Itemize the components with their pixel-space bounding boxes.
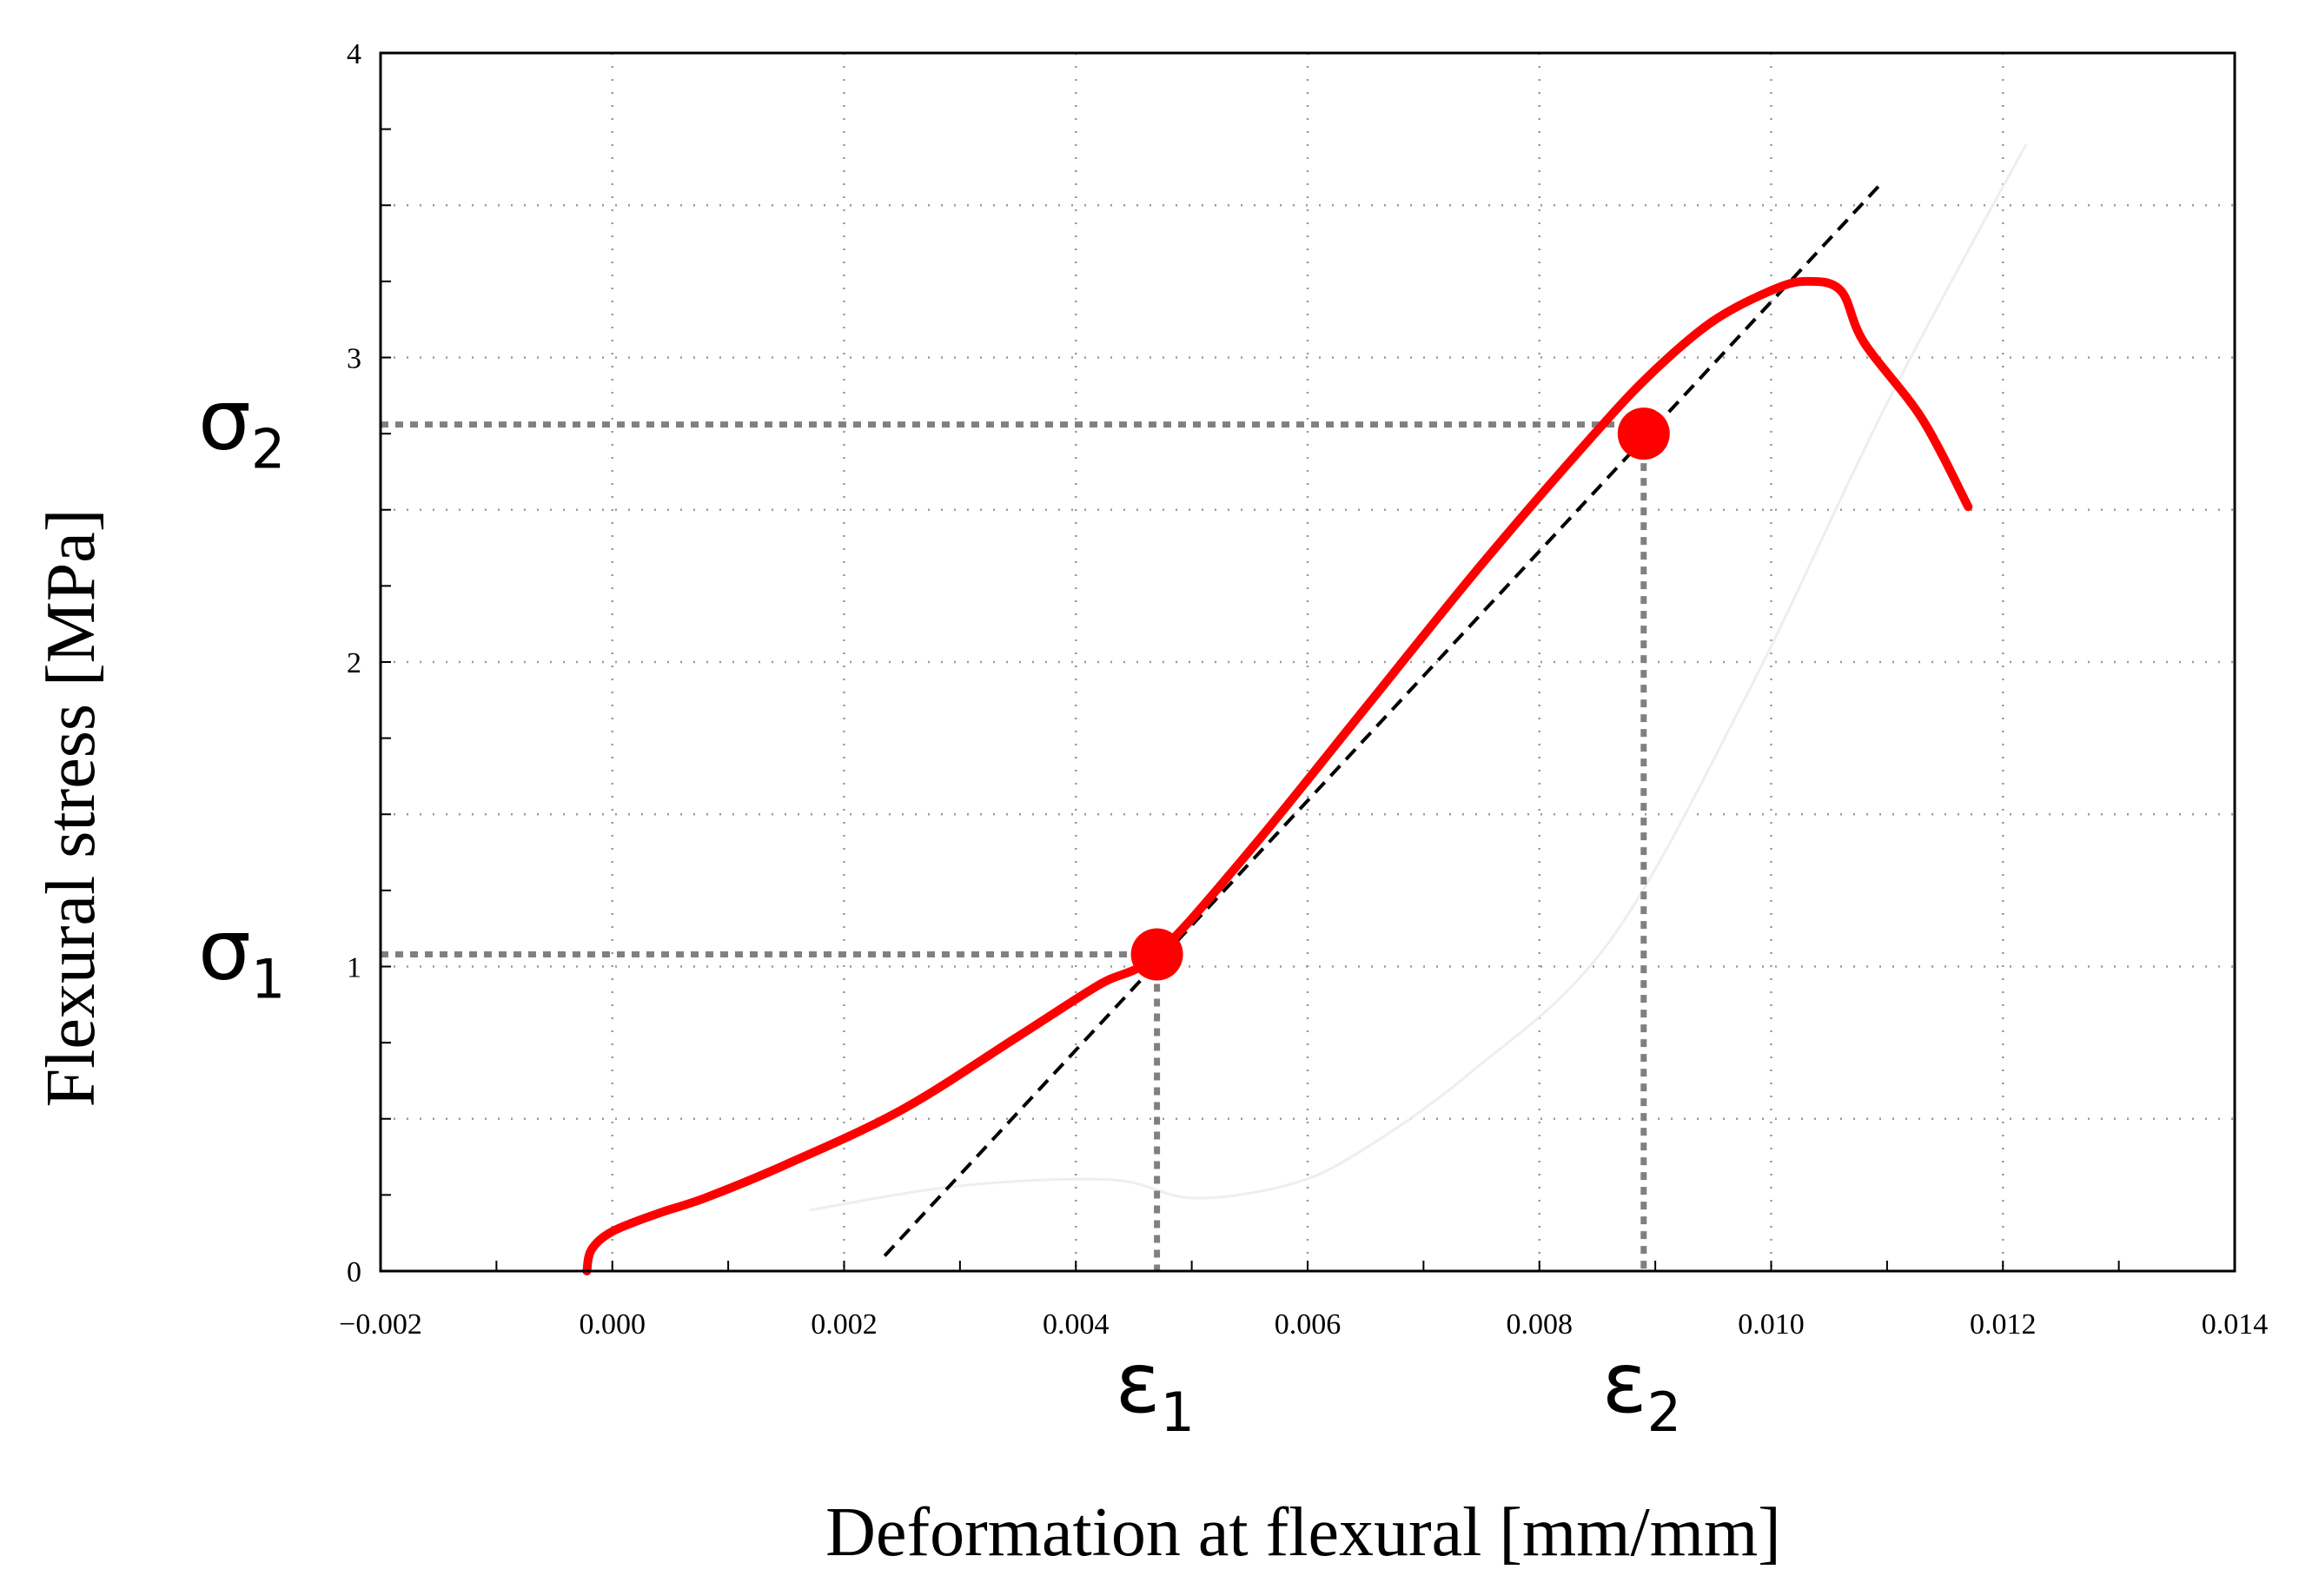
- x-tick-labels: −0.002 0.000 0.002 0.004 0.006 0.008 0.010 0.01…: [339, 1308, 2268, 1341]
- x-tick-label: 0.014: [2202, 1308, 2269, 1341]
- y-tick-label: 3: [347, 343, 361, 375]
- grid: [381, 53, 2235, 1271]
- sigma-label: σ2: [198, 372, 285, 481]
- tangent-line: [883, 179, 1885, 1257]
- y-tick-label: 1: [347, 952, 361, 984]
- tangent-series: [883, 179, 1885, 1257]
- x-tick-label: 0.008: [1507, 1308, 1574, 1341]
- x-tick-label: 0.012: [1970, 1308, 2037, 1341]
- epsilon-label: ε2: [1602, 1334, 1681, 1444]
- annotation-labels: σ1 σ2 ε1 ε2: [198, 372, 1681, 1444]
- epsilon-label: ε1: [1116, 1334, 1195, 1444]
- x-tick-label: 0.002: [811, 1308, 878, 1341]
- x-tick-label: 0.010: [1738, 1308, 1805, 1341]
- x-axis-title: Deformation at flexural [mm/mm]: [825, 1494, 1781, 1571]
- faint-series: [809, 143, 2028, 1212]
- y-tick-label: 2: [347, 647, 361, 679]
- stress-strain-series: [582, 276, 1973, 1275]
- x-tick-label: 0.004: [1043, 1308, 1110, 1341]
- x-tick-label: −0.002: [339, 1308, 422, 1341]
- x-tick-label: 0.000: [580, 1308, 646, 1341]
- plot-frame: [379, 51, 2236, 1273]
- guide-lines: [381, 421, 1647, 1271]
- marker-point: [1130, 928, 1183, 981]
- x-tick-label: 0.006: [1275, 1308, 1342, 1341]
- y-tick-label: 4: [347, 38, 361, 70]
- marker-point: [1617, 407, 1670, 460]
- sigma-label: σ1: [198, 901, 285, 1010]
- marker-points: [1130, 407, 1670, 981]
- stress-strain-curve: [582, 276, 1973, 1275]
- faint-curve: [809, 143, 2028, 1212]
- y-tick-label: 0: [347, 1256, 361, 1288]
- minor-ticks: [380, 52, 2236, 1272]
- y-tick-labels: 0 1 2 3 4: [347, 38, 361, 1288]
- y-axis-title: Flexural stress [MPa]: [33, 509, 109, 1108]
